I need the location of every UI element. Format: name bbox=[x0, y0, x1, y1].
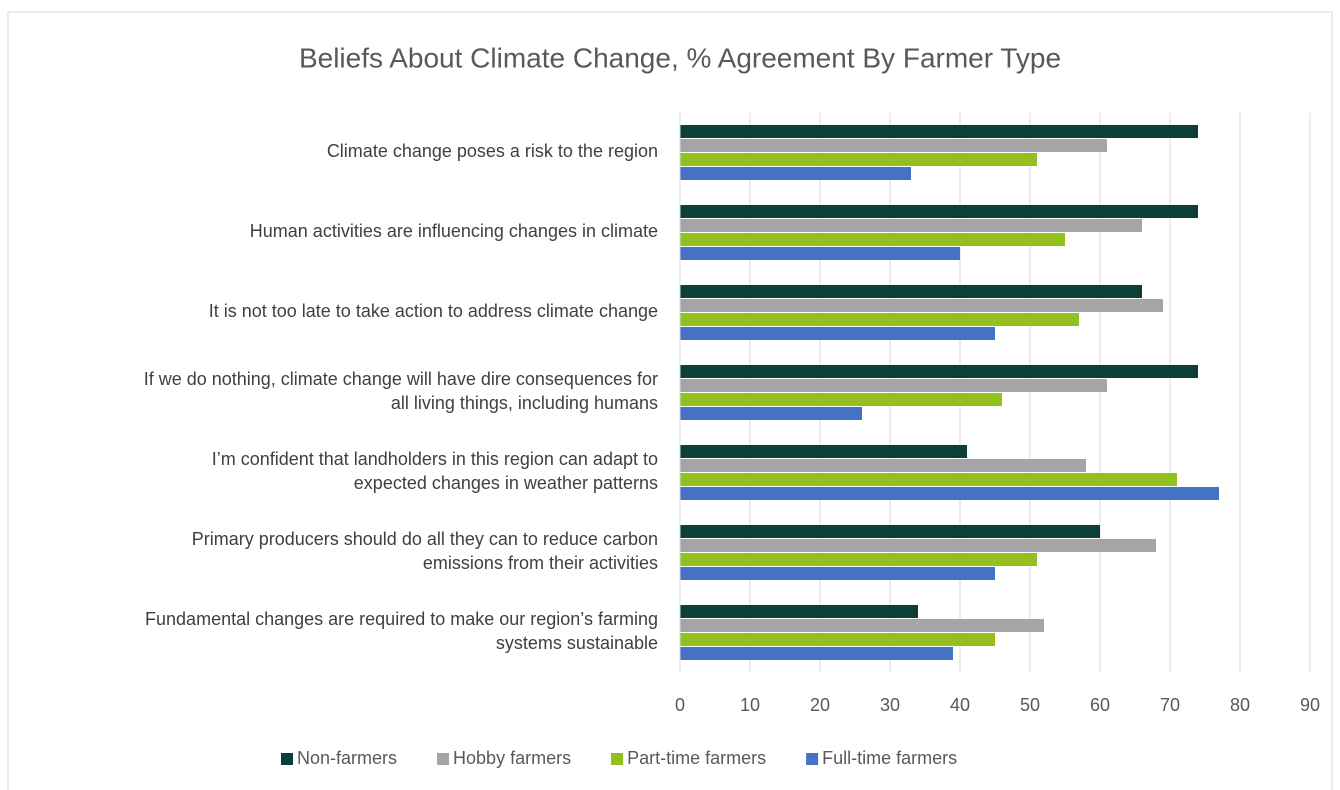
bar bbox=[680, 525, 1100, 538]
bar bbox=[680, 393, 1002, 406]
y-tick-label: Human activities are influencing changes… bbox=[249, 221, 658, 241]
bar bbox=[680, 407, 862, 420]
y-tick-label: Primary producers should do all they can… bbox=[191, 529, 658, 573]
x-tick-label: 10 bbox=[740, 695, 760, 715]
y-tick-label: If we do nothing, climate change will ha… bbox=[143, 369, 658, 413]
x-tick-label: 0 bbox=[675, 695, 685, 715]
legend-label: Hobby farmers bbox=[453, 748, 571, 768]
bar bbox=[680, 553, 1037, 566]
bar bbox=[680, 167, 911, 180]
y-tick-label: I’m confident that landholders in this r… bbox=[211, 449, 658, 493]
bar bbox=[680, 365, 1198, 378]
bar bbox=[680, 247, 960, 260]
x-tick-label: 70 bbox=[1160, 695, 1180, 715]
legend-swatch bbox=[281, 753, 293, 765]
x-tick-label: 90 bbox=[1300, 695, 1320, 715]
bar bbox=[680, 285, 1142, 298]
bar bbox=[680, 125, 1198, 138]
x-tick-label: 80 bbox=[1230, 695, 1250, 715]
x-tick-label: 40 bbox=[950, 695, 970, 715]
bar bbox=[680, 205, 1198, 218]
legend-swatch bbox=[611, 753, 624, 765]
bar bbox=[680, 567, 995, 580]
bar bbox=[680, 487, 1219, 500]
y-tick-label: Fundamental changes are required to make… bbox=[145, 609, 658, 653]
bar bbox=[680, 379, 1107, 392]
bar bbox=[680, 445, 967, 458]
legend-label: Non-farmers bbox=[297, 748, 397, 768]
bar bbox=[680, 153, 1037, 166]
bar bbox=[680, 299, 1163, 312]
y-tick-label: Climate change poses a risk to the regio… bbox=[326, 141, 658, 161]
legend-swatch bbox=[437, 753, 450, 765]
x-tick-label: 30 bbox=[880, 695, 900, 715]
chart-title: Beliefs About Climate Change, % Agreemen… bbox=[299, 42, 1061, 73]
x-tick-label: 50 bbox=[1020, 695, 1040, 715]
bar bbox=[680, 327, 995, 340]
y-tick-label: It is not too late to take action to add… bbox=[208, 301, 658, 321]
legend-swatch bbox=[806, 753, 819, 765]
bar bbox=[680, 233, 1065, 246]
bar bbox=[680, 605, 918, 618]
x-tick-label: 60 bbox=[1090, 695, 1110, 715]
bar bbox=[680, 139, 1107, 152]
bar bbox=[680, 633, 995, 646]
bar bbox=[680, 459, 1086, 472]
x-tick-label: 20 bbox=[810, 695, 830, 715]
bar bbox=[680, 219, 1142, 232]
legend-label: Full-time farmers bbox=[822, 748, 957, 768]
chart-border bbox=[7, 11, 1333, 790]
bar bbox=[680, 619, 1044, 632]
bar bbox=[680, 539, 1156, 552]
legend-label: Part-time farmers bbox=[627, 748, 766, 768]
bar bbox=[680, 473, 1177, 486]
bar bbox=[680, 647, 953, 660]
bar bbox=[680, 313, 1079, 326]
